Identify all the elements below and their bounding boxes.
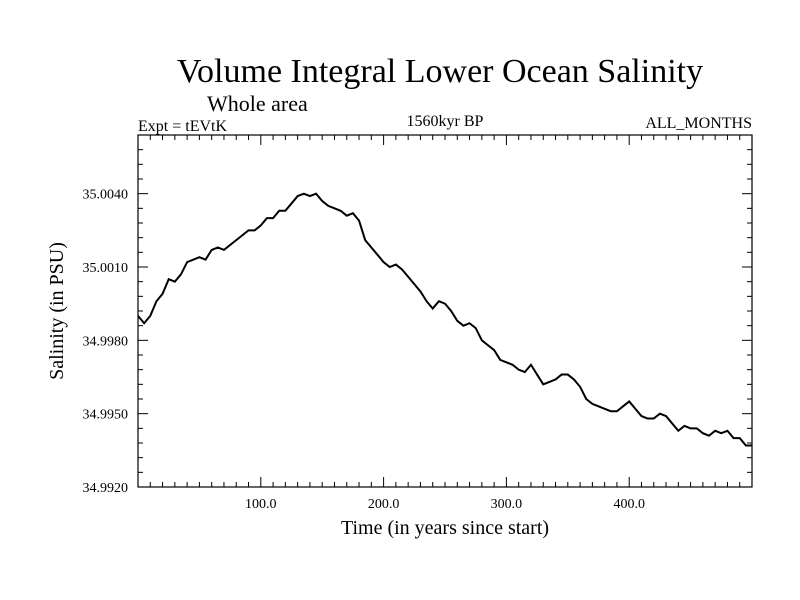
- salinity-series-line: [137, 192, 752, 447]
- chart-subtitle: Whole area: [207, 91, 308, 116]
- experiment-caption: Expt = tEVtK: [138, 118, 227, 135]
- plot-frame: [137, 134, 753, 488]
- y-tick-label: 34.9950: [83, 408, 129, 423]
- y-tick-label: 34.9980: [83, 334, 129, 349]
- x-axis-ticks: 100.0 200.0 300.0 400.0: [149, 135, 741, 512]
- months-caption: ALL_MONTHS: [645, 115, 752, 132]
- x-tick-label: 100.0: [245, 497, 277, 512]
- y-tick-label: 35.0040: [83, 188, 129, 203]
- chart-title: Volume Integral Lower Ocean Salinity: [177, 53, 703, 90]
- period-caption: 1560kyr BP: [407, 113, 484, 130]
- y-tick-label: 35.0010: [83, 261, 129, 276]
- y-tick-label: 34.9920: [83, 481, 129, 496]
- x-axis-label: Time (in years since start): [341, 517, 549, 539]
- x-tick-label: 300.0: [491, 497, 523, 512]
- y-axis-label: Salinity (in PSU): [46, 242, 68, 380]
- y-axis-ticks: 34.9920 34.9950 34.9980 35.0010 35.0040: [83, 149, 752, 496]
- x-tick-label: 400.0: [613, 497, 645, 512]
- x-tick-label: 200.0: [368, 497, 400, 512]
